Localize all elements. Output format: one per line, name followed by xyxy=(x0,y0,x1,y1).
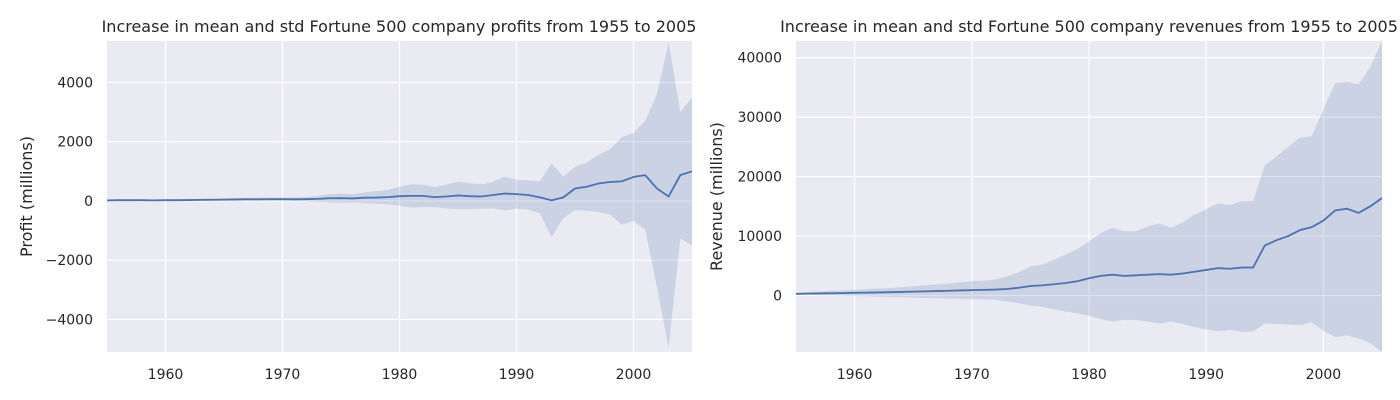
x-tick-label: 1990 xyxy=(1188,367,1224,383)
y-tick-label: 0 xyxy=(773,289,782,305)
y-axis-label: Revenue (millions) xyxy=(707,122,726,271)
x-tick-label: 1980 xyxy=(382,367,418,383)
mean-line xyxy=(107,170,692,202)
y-tick-label: 4000 xyxy=(57,75,93,91)
x-tick-label: 1960 xyxy=(837,367,873,383)
chart-title: Increase in mean and std Fortune 500 com… xyxy=(102,17,697,36)
x-tick-label: 1970 xyxy=(954,367,990,383)
x-tick-label: 1990 xyxy=(499,367,535,383)
x-tick-label: 2000 xyxy=(616,367,652,383)
std-band xyxy=(107,42,692,348)
y-axis-label: Profit (millions) xyxy=(17,136,36,257)
x-tick-label: 1970 xyxy=(265,367,301,383)
y-tick-label: 30000 xyxy=(737,110,782,126)
y-tick-label: 2000 xyxy=(57,135,93,151)
y-tick-label: 40000 xyxy=(737,51,782,67)
y-tick-label: −2000 xyxy=(46,253,93,269)
y-tick-label: −4000 xyxy=(46,312,93,328)
series-group xyxy=(107,42,692,348)
x-tick-label: 1980 xyxy=(1071,367,1107,383)
mean-line xyxy=(796,197,1382,295)
x-tick-label: 2000 xyxy=(1306,367,1342,383)
series-group xyxy=(796,41,1382,352)
revenues-chart: 1960 1970 1980 1990 200001000020000300004000… xyxy=(707,17,1398,383)
x-tick-label: 1960 xyxy=(148,367,184,383)
y-tick-label: 20000 xyxy=(737,170,782,186)
y-tick-label: 10000 xyxy=(737,229,782,245)
chart-title: Increase in mean and std Fortune 500 com… xyxy=(780,17,1398,36)
std-band xyxy=(796,41,1382,352)
profits-chart: 1960 1970 1980 1990 2000 −4000 −2000 0 2000 4000 P… xyxy=(17,17,696,383)
y-tick-label: 0 xyxy=(84,194,93,210)
